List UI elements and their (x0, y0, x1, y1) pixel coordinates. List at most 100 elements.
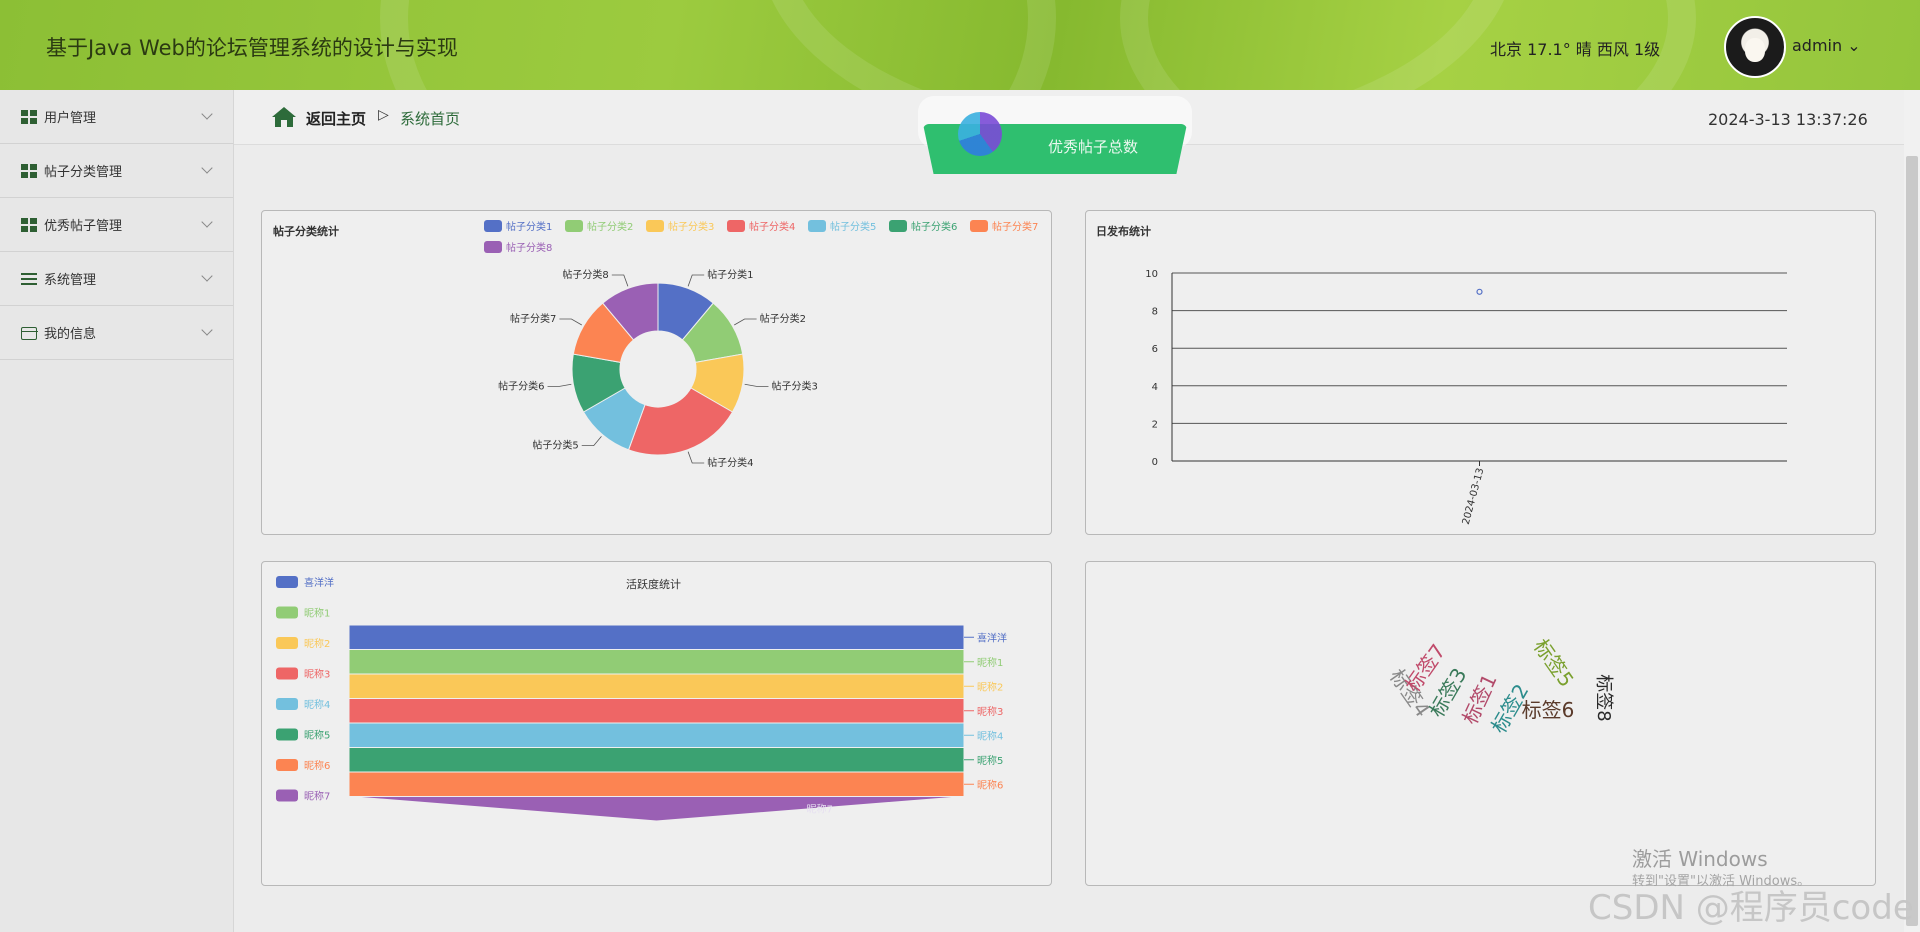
category-pie-chart: 帖子分类1 帖子分类2 帖子分类3 帖子分类4 帖子分类5 帖子分类6 帖子分类7 帖子分类8… (484, 220, 1038, 469)
word-cloud-tag: 标签5 (1529, 635, 1579, 692)
funnel-segment (348, 673, 965, 699)
pie-label: 帖子分类5 (532, 439, 578, 452)
grid-icon (20, 163, 38, 179)
sidebar-item-label: 用户管理 (44, 111, 97, 126)
legend-swatch (484, 220, 502, 232)
pie-leader-line (734, 318, 757, 326)
funnel-segment (348, 771, 965, 797)
pie-leader-line (744, 383, 769, 387)
legend-label: 帖子分类8 (506, 241, 552, 254)
grid-icon (20, 109, 38, 125)
legend-swatch (276, 759, 298, 771)
y-tick-label: 10 (1145, 269, 1158, 280)
legend-swatch (276, 606, 298, 619)
windows-activation-watermark: 激活 Windows (1632, 847, 1768, 871)
funnel-segment (348, 747, 965, 773)
user-menu-dropdown[interactable]: admin ⌄ (1792, 36, 1861, 55)
sidebar-item-user-management[interactable]: 用户管理 (0, 90, 233, 144)
pie-leader-line (687, 274, 705, 287)
breadcrumb-current: 系统首页 (400, 110, 461, 128)
funnel-segment (348, 796, 965, 822)
legend-label: 昵称3 (304, 668, 330, 681)
chevron-down-icon (201, 324, 213, 336)
sidebar-item-excellent-posts[interactable]: 优秀帖子管理 (0, 198, 233, 252)
current-time: 2024-3-13 13:37:26 (1708, 110, 1868, 129)
y-tick-label: 2 (1152, 419, 1158, 430)
pie-label: 帖子分类7 (510, 312, 556, 325)
legend-swatch (808, 220, 826, 232)
legend-swatch (646, 220, 664, 232)
legend-label: 喜洋洋 (304, 576, 334, 589)
sidebar-item-category-management[interactable]: 帖子分类管理 (0, 144, 233, 198)
x-tick-label: 2024-03-13 (1461, 467, 1487, 526)
legend-label: 帖子分类4 (749, 220, 795, 233)
legend-label: 帖子分类2 (587, 220, 633, 233)
legend-label: 帖子分类7 (992, 220, 1038, 233)
word-cloud-tag: 标签6 (1522, 698, 1575, 722)
pie-label: 帖子分类2 (760, 312, 806, 325)
app-title: 基于Java Web的论坛管理系统的设计与实现 (46, 36, 458, 60)
pie-chart-icon (958, 112, 1002, 156)
legend-label: 昵称6 (304, 759, 330, 772)
legend-label: 帖子分类6 (911, 220, 957, 233)
breadcrumb-separator: ▷ (378, 107, 389, 123)
weather-info: 北京 17.1° 晴 西风 1级 (1490, 40, 1661, 59)
sidebar-item-system-management[interactable]: 系统管理 (0, 252, 233, 306)
funnel-label: 昵称4 (977, 729, 1003, 742)
daily-stats-panel: 日发布统计 0 2 4 6 8 10 2024-03-13 (1085, 210, 1876, 535)
legend-swatch (727, 220, 745, 232)
legend-label: 昵称2 (304, 637, 330, 650)
legend-swatch (276, 637, 298, 649)
pie-leader-line (687, 451, 705, 464)
breadcrumb-home-link[interactable]: 返回主页 (306, 110, 367, 128)
legend-label: 昵称5 (304, 729, 330, 742)
panel-title: 活跃度统计 (626, 578, 681, 591)
avatar[interactable] (1724, 16, 1786, 78)
chevron-down-icon (201, 216, 213, 228)
pie-leader-line (611, 274, 629, 287)
activity-funnel-chart: 喜洋洋昵称1昵称2昵称3昵称4昵称5昵称6昵称7喜洋洋昵称1昵称2昵称3昵称4昵… (276, 576, 1007, 822)
funnel-segment (348, 649, 965, 675)
funnel-label: 喜洋洋 (977, 631, 1007, 644)
sidebar-item-label: 优秀帖子管理 (44, 219, 123, 234)
pie-label: 帖子分类1 (707, 268, 753, 281)
word-cloud-tag: 标签8 (1593, 674, 1614, 721)
legend-label: 昵称1 (304, 607, 330, 620)
legend-swatch (276, 728, 298, 741)
legend-swatch (276, 667, 298, 680)
chevron-down-icon (201, 108, 213, 120)
sidebar: 用户管理 帖子分类管理 优秀帖子管理 系统管理 我的信息 (0, 90, 234, 932)
funnel-segment (348, 698, 965, 724)
panel-title: 日发布统计 (1096, 225, 1151, 238)
list-icon (20, 271, 38, 287)
funnel-label: 昵称6 (977, 778, 1003, 791)
excellent-posts-total-card[interactable]: 优秀帖子总数 (918, 96, 1192, 174)
chevron-down-icon (201, 162, 213, 174)
funnel-segment (348, 722, 965, 748)
activity-stats-panel: 活跃度统计 喜洋洋 昵称1 昵称2 昵称3 昵称4 昵称5 昵称6 昵称7 喜洋洋 昵称1 昵称2 昵… (261, 561, 1052, 886)
legend-label: 昵称4 (304, 698, 330, 711)
y-tick-label: 0 (1152, 457, 1158, 468)
daily-scatter-chart: 0 2 4 6 8 10 2024-03-13 (1145, 269, 1787, 526)
windows-activation-hint: 转到"设置"以激活 Windows。 (1632, 874, 1811, 889)
legend-swatch (889, 220, 907, 232)
y-tick-label: 8 (1152, 307, 1158, 318)
tag-cloud-panel: 标签1 标签2 标签3 标签4 标签5 标签6 标签7 标签8 (1085, 561, 1876, 886)
home-icon[interactable] (271, 106, 297, 128)
legend-swatch (276, 576, 298, 588)
stat-label: 优秀帖子总数 (1048, 138, 1139, 156)
top-header: 基于Java Web的论坛管理系统的设计与实现 北京 17.1° 晴 西风 1级… (0, 0, 1920, 90)
scrollbar-thumb[interactable] (1906, 156, 1918, 926)
sidebar-item-my-info[interactable]: 我的信息 (0, 306, 233, 360)
legend-swatch (970, 220, 988, 232)
legend-label: 帖子分类3 (668, 220, 714, 233)
pie-label: 帖子分类8 (562, 268, 608, 281)
legend-swatch (276, 698, 298, 710)
csdn-watermark: CSDN @程序员code (1588, 888, 1914, 928)
category-stats-panel: 帖子分类统计 帖子分类1 帖子分类2 帖子分类3 帖子分类4 帖子分类5 帖子分类6 帖子分… (261, 210, 1052, 535)
pie-leader-line (547, 383, 572, 387)
pie-label: 帖子分类6 (498, 379, 544, 392)
pie-slice (602, 282, 659, 341)
pie-leader-line (581, 436, 602, 447)
